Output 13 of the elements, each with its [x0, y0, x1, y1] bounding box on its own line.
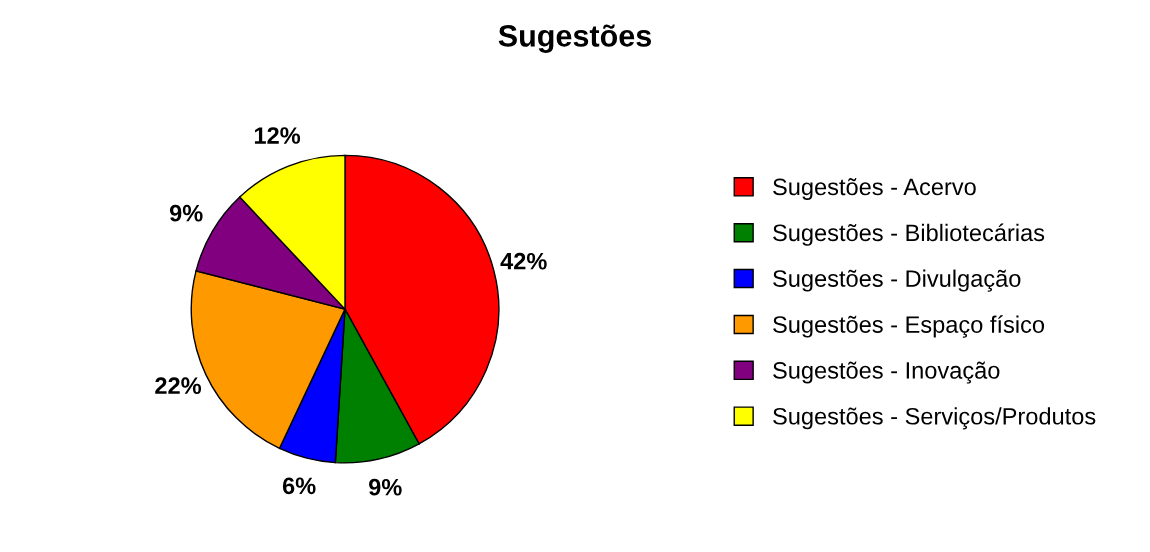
data-label: 9%	[369, 478, 402, 496]
legend-label: Sugestões - Serviços/Produtos	[773, 407, 1096, 430]
legend-label: Sugestões - Inovação	[773, 361, 1000, 384]
legend-label: Sugestões - Divulgação	[773, 269, 1021, 292]
data-label: 42%	[500, 252, 547, 270]
legend-label: Sugestões - Espaço físico	[773, 315, 1045, 338]
data-label: 6%	[282, 477, 316, 495]
legend-label: Sugestões - Bibliotecárias	[773, 223, 1045, 246]
chart-title: Sugestões	[498, 24, 652, 53]
data-label: 22%	[155, 377, 202, 394]
data-label: 9%	[169, 204, 203, 222]
legend-label: Sugestões - Acervo	[773, 178, 976, 200]
data-label: 12%	[254, 127, 301, 144]
